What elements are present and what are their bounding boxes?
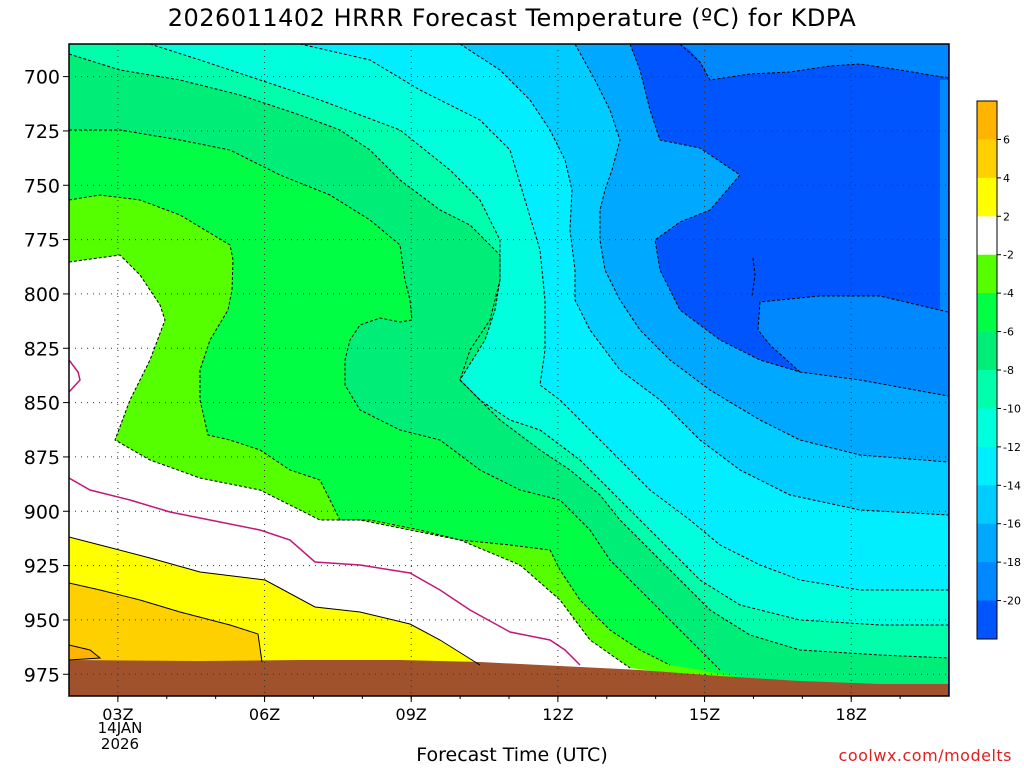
- band-plus-4: [69, 583, 262, 662]
- colorbar-swatch: [977, 523, 997, 563]
- x-tick-label: 03Z: [102, 705, 133, 724]
- x-date-day: 14JAN: [97, 719, 143, 737]
- y-tick-label: 875: [24, 447, 60, 469]
- y-tick-label: 975: [24, 664, 60, 686]
- colorbar-label: -8: [1003, 364, 1014, 377]
- x-axis: 03Z 06Z 09Z 12Z 15Z 18Z: [102, 696, 901, 724]
- contour-plus-4: [69, 582, 263, 663]
- colorbar-label: 4: [1003, 172, 1010, 185]
- contour-lines: [69, 44, 949, 671]
- colorbar-label: 6: [1003, 133, 1010, 146]
- colorbar-label: -16: [1003, 518, 1021, 531]
- colorbar-label: -10: [1003, 402, 1021, 415]
- colorbar-label: -2: [1003, 249, 1014, 262]
- colorbar-swatch: [977, 485, 997, 525]
- y-tick-label: 900: [24, 501, 60, 523]
- colorbar-label: -14: [1003, 479, 1021, 492]
- colorbar-swatch: [977, 600, 997, 640]
- y-tick-label: 725: [24, 121, 60, 143]
- y-tick-label: 850: [24, 393, 60, 415]
- x-tick-label: 09Z: [396, 705, 427, 724]
- contour-plus-6: [69, 644, 102, 661]
- contour-fill-layer: [69, 44, 949, 696]
- band-plus-6: [69, 645, 100, 660]
- contour-minus-6: [69, 129, 721, 671]
- colorbar-swatch: [977, 370, 997, 409]
- x-tick-label: 12Z: [542, 705, 573, 724]
- colorbar-label: 2: [1003, 210, 1010, 223]
- colorbar-swatch: [977, 331, 997, 371]
- contour-minus-18b: [757, 295, 949, 373]
- colorbar-swatch: [977, 293, 997, 333]
- colorbar-label: -6: [1003, 326, 1014, 339]
- colorbar-swatch: [977, 254, 997, 294]
- y-tick-label: 775: [24, 230, 60, 252]
- colorbar-swatch: [977, 562, 997, 602]
- contour-minus-14: [459, 44, 949, 516]
- x-tick-label: 18Z: [836, 705, 867, 724]
- contour-minus-4: [69, 194, 671, 666]
- colorbar-swatch: [977, 408, 997, 448]
- colorbar-label: -20: [1003, 595, 1021, 608]
- contour-minus-10: [149, 44, 948, 626]
- y-axis: 700 725 750 775 800 825 850 875 900 925 950 975: [24, 67, 69, 686]
- x-date-label: 14JAN 2026: [92, 720, 148, 752]
- contour-minus-18c: [751, 257, 756, 297]
- colorbar-label: -4: [1003, 287, 1014, 300]
- x-tick-label: 15Z: [689, 705, 720, 724]
- colorbar-swatch: [977, 216, 997, 256]
- y-tick-label: 950: [24, 610, 60, 632]
- zero-isotherm: [69, 359, 581, 666]
- ground-surface: [69, 660, 948, 696]
- credit-text: coolwx.com/modelts: [838, 746, 1012, 765]
- colorbar-label: -12: [1003, 441, 1021, 454]
- y-tick-label: 750: [24, 175, 60, 197]
- x-date-year: 2026: [100, 735, 140, 753]
- grid: [69, 44, 949, 696]
- contour-minus-20: [679, 44, 949, 81]
- x-tick-label: 06Z: [249, 705, 280, 724]
- colorbar-swatch: [977, 177, 997, 217]
- y-tick-label: 925: [24, 556, 60, 578]
- positive-contours: [69, 536, 481, 666]
- y-tick-label: 800: [24, 284, 60, 306]
- chart-title: 2026011402 HRRR Forecast Temperature (ºC…: [167, 4, 857, 32]
- contour-plus-2: [69, 536, 481, 666]
- band-zero: [69, 255, 660, 672]
- contour-minus-8: [69, 53, 949, 659]
- contour-zero-main: [69, 477, 581, 666]
- contour-minus-12: [299, 44, 948, 591]
- x-axis-title: Forecast Time (UTC): [416, 744, 608, 766]
- colorbar-label: -18: [1003, 556, 1021, 569]
- colorbar-swatch: [977, 446, 997, 486]
- y-tick-label: 700: [24, 67, 60, 89]
- colorbar-swatch: [977, 101, 997, 140]
- contour-zero-lobe: [69, 359, 81, 393]
- y-tick-label: 825: [24, 338, 60, 360]
- contour-minus-2: [69, 254, 631, 669]
- colorbar: 6 4 2 -2 -4 -6 -8 -10 -12 -14 -16 -18 -20: [976, 100, 1021, 640]
- colorbar-swatch: [977, 139, 997, 179]
- band-minus-16-hole: [758, 296, 948, 396]
- contour-minus-16: [574, 44, 949, 463]
